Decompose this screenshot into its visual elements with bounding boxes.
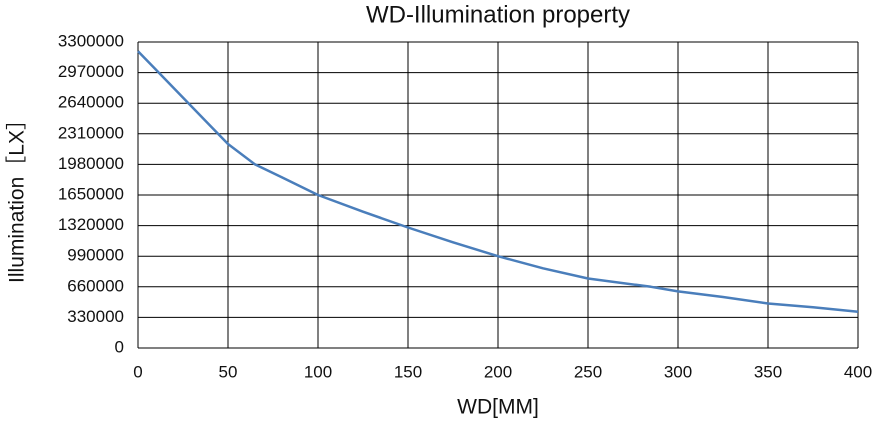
- y-tick-label: 1320000: [58, 215, 124, 234]
- y-tick-label: 2640000: [58, 93, 124, 112]
- y-tick-label: 990000: [67, 246, 124, 265]
- y-tick-label: 660000: [67, 276, 124, 295]
- x-tick-label: 400: [844, 362, 872, 381]
- y-tick-label: 1980000: [58, 154, 124, 173]
- y-tick-label: 330000: [67, 307, 124, 326]
- x-tick-label: 0: [133, 362, 142, 381]
- y-tick-label: 2970000: [58, 62, 124, 81]
- y-tick-label: 1650000: [58, 184, 124, 203]
- y-tick-label: 0: [115, 337, 124, 356]
- x-tick-label: 150: [394, 362, 422, 381]
- y-axis-label: Illumination［LX］: [6, 109, 29, 283]
- x-tick-label: 50: [219, 362, 238, 381]
- y-tick-label: 2310000: [58, 123, 124, 142]
- x-tick-label: 350: [754, 362, 782, 381]
- y-tick-label: 3300000: [58, 31, 124, 50]
- x-tick-label: 300: [664, 362, 692, 381]
- x-tick-label: 200: [484, 362, 512, 381]
- x-axis-label: WD[MM]: [457, 396, 539, 419]
- x-tick-label: 100: [304, 362, 332, 381]
- x-tick-label: 250: [574, 362, 602, 381]
- chart-title: WD-Illumination property: [366, 1, 630, 28]
- line-series: [137, 50, 859, 314]
